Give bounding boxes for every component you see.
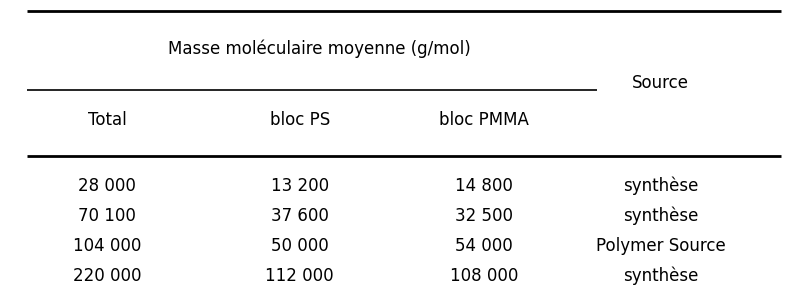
Text: Source: Source (633, 74, 689, 92)
Text: synthèse: synthèse (623, 267, 698, 285)
Text: 32 500: 32 500 (455, 207, 513, 225)
Text: 112 000: 112 000 (265, 267, 334, 285)
Text: 50 000: 50 000 (271, 237, 329, 255)
Text: Masse moléculaire moyenne (g/mol): Masse moléculaire moyenne (g/mol) (168, 40, 471, 58)
Text: 104 000: 104 000 (73, 237, 141, 255)
Text: synthèse: synthèse (623, 206, 698, 225)
Text: Polymer Source: Polymer Source (596, 237, 726, 255)
Text: Total: Total (88, 111, 127, 129)
Text: bloc PS: bloc PS (270, 111, 330, 129)
Text: 28 000: 28 000 (78, 177, 136, 195)
Text: synthèse: synthèse (623, 177, 698, 195)
Text: 220 000: 220 000 (73, 267, 141, 285)
Text: 54 000: 54 000 (456, 237, 513, 255)
Text: 108 000: 108 000 (450, 267, 519, 285)
Text: 70 100: 70 100 (78, 207, 136, 225)
Text: 14 800: 14 800 (455, 177, 513, 195)
Text: bloc PMMA: bloc PMMA (440, 111, 529, 129)
Text: 37 600: 37 600 (271, 207, 329, 225)
Text: 13 200: 13 200 (271, 177, 329, 195)
